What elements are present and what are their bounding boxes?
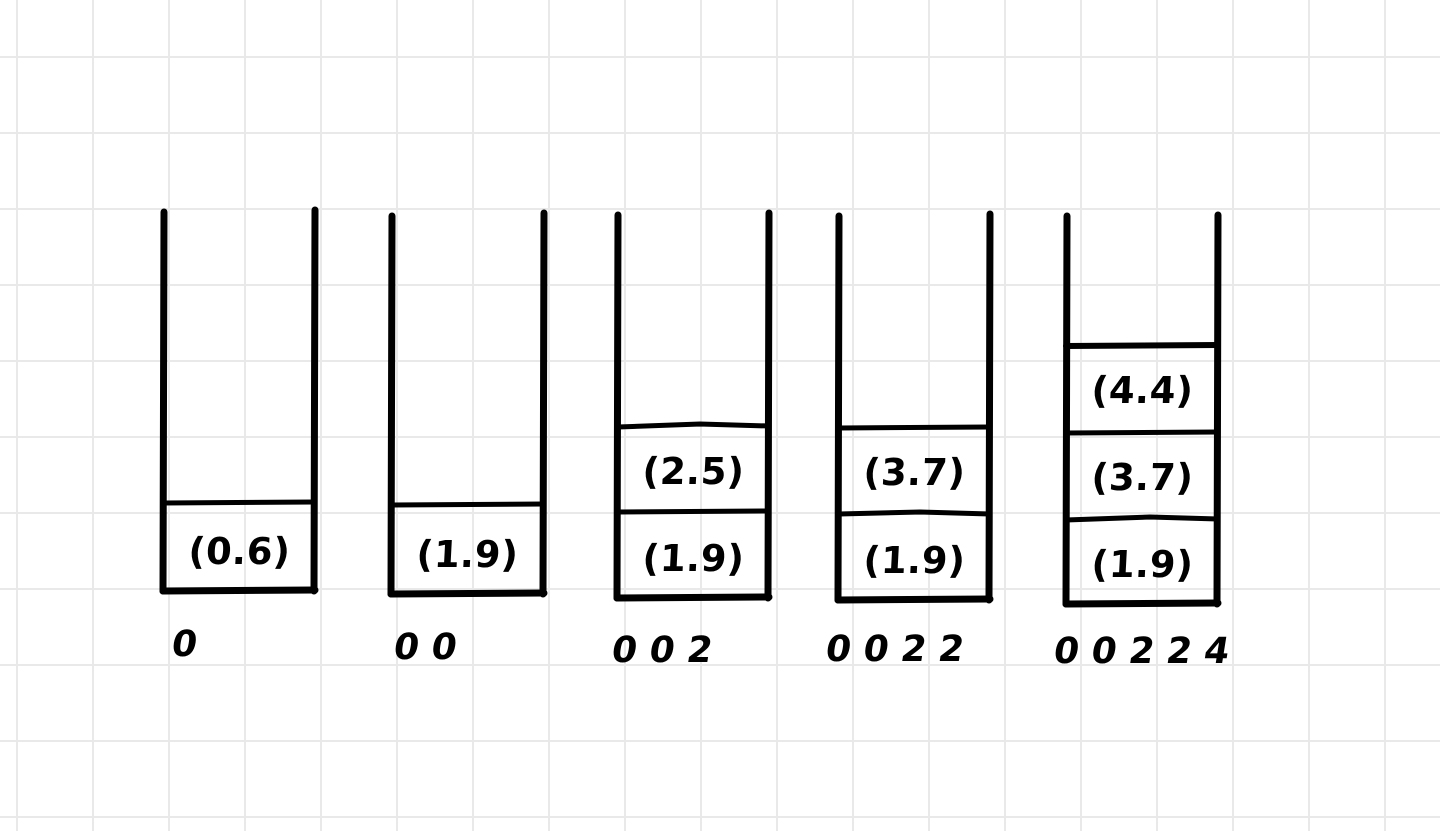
stack-5-frame-3-label: (1.9) [1090,543,1195,586]
stack-5-frame-1-label: (4.4) [1090,369,1195,412]
stack-4-right-wall [985,210,994,604]
stack-3-drawing [613,209,773,602]
stack-snapshot-4: (3.7) (1.9) 0 0 2 2 [823,210,994,670]
stack-4-drawing [834,210,994,604]
stack-2-frame-divider-1 [389,501,547,508]
stack-4-frame-divider-1 [836,424,993,431]
stack-1-left-wall [159,208,168,595]
stack-5-frame-divider-1 [1063,342,1221,349]
stack-1-right-wall [310,206,319,595]
stack-4-frame-divider-2 [836,509,993,517]
stack-1-bottom [159,586,319,595]
stack-4-bottom [834,595,994,604]
stack-5-right-wall [1213,211,1222,608]
stack-1-frame-divider-1 [161,499,318,506]
stack-5-output-label: 0 0 2 2 4 [1050,631,1233,672]
stack-5-frame-divider-3 [1063,514,1221,523]
stack-snapshot-2: (1.9) 0 0 [0,0,600,668]
stack-3-left-wall [613,211,622,602]
stack-3-bottom [613,593,773,602]
stack-3-right-wall [764,209,773,602]
stack-1-drawing [159,206,319,595]
stack-snapshot-1: (0.6) 0 [0,0,340,665]
stack-5-frame-divider-2 [1063,429,1221,436]
stack-2-bottom [387,589,548,598]
stack-5-left-wall [1062,212,1071,608]
stack-4-output-label: 0 0 2 2 [822,629,968,670]
stack-snapshot-5: (4.4) (3.7) (1.9) 0 0 2 2 4 [1051,211,1233,672]
stack-2-left-wall [387,212,396,598]
stack-1-output-label: 0 [168,624,201,665]
stack-2-drawing [387,209,548,598]
stack-2-output-label: 0 0 [390,627,460,668]
stack-2-right-wall [539,209,548,598]
stack-5-drawing [1062,211,1222,608]
stack-5-bottom [1062,599,1222,608]
stack-5-frame-2-label: (3.7) [1090,456,1195,499]
stack-3-output-label: 0 0 2 [608,630,716,671]
stack-3-frame-divider-1 [615,421,772,430]
stack-3-frame-divider-2 [615,508,772,515]
stack-4-left-wall [834,212,843,604]
stack-snapshot-3: (2.5) (1.9) 0 0 2 [0,0,820,671]
